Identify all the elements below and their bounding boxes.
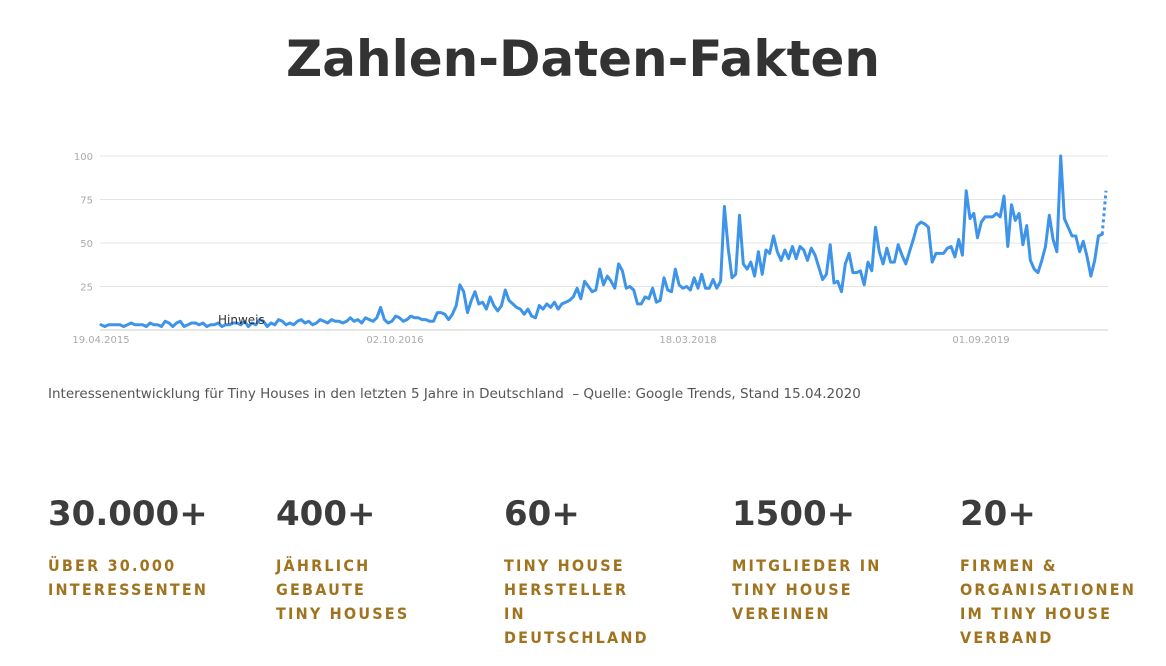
stat-interessenten: 30.000+ ÜBER 30.000 INTERESSENTEN: [48, 492, 258, 602]
page-title: Zahlen-Daten-Fakten: [285, 30, 881, 88]
y-tick-label: 50: [80, 239, 93, 250]
series-partial-segment: [1100, 190, 1108, 235]
stat-label: MITGLIEDER IN TINY HOUSE VEREINEN: [732, 556, 882, 623]
stat-label: TINY HOUSE HERSTELLER IN DEUTSCHLAND: [504, 556, 649, 647]
stat-label: ÜBER 30.000 INTERESSENTEN: [48, 556, 209, 599]
stat-label: FIRMEN & ORGANISATIONEN IM TINY HOUSE VE…: [960, 556, 1137, 647]
stat-gebaute-houses: 400+ JÄHRLICH GEBAUTE TINY HOUSES: [276, 492, 486, 626]
y-tick-label: 25: [80, 283, 93, 294]
stat-value: 60+: [504, 494, 580, 534]
stat-hersteller: 60+ TINY HOUSE HERSTELLER IN DEUTSCHLAND: [504, 492, 714, 650]
chart-caption: Interessenentwicklung für Tiny Houses in…: [48, 386, 861, 402]
x-tick-label: 01.09.2019: [952, 335, 1009, 346]
x-tick-label: 18.03.2018: [659, 335, 716, 346]
stat-value: 1500+: [732, 494, 856, 534]
chart-annotation: Hinweis: [218, 313, 265, 327]
stat-mitglieder: 1500+ MITGLIEDER IN TINY HOUSE VEREINEN: [732, 492, 942, 626]
x-tick-label: 02.10.2016: [366, 335, 423, 346]
x-tick-label: 19.04.2015: [72, 335, 129, 346]
stat-value: 30.000+: [48, 494, 208, 534]
stat-firmen: 20+ FIRMEN & ORGANISATIONEN IM TINY HOUS…: [960, 492, 1166, 650]
series-line: [99, 154, 1104, 328]
stat-value: 20+: [960, 494, 1036, 534]
stat-value: 400+: [276, 494, 376, 534]
stat-label: JÄHRLICH GEBAUTE TINY HOUSES: [276, 556, 410, 623]
y-tick-label: 75: [80, 196, 93, 207]
trends-line-chart: 100 75 50 25 19.04.2015 02.10.2016 18.03.2018 0…: [72, 152, 1108, 346]
y-tick-label: 100: [74, 152, 93, 163]
